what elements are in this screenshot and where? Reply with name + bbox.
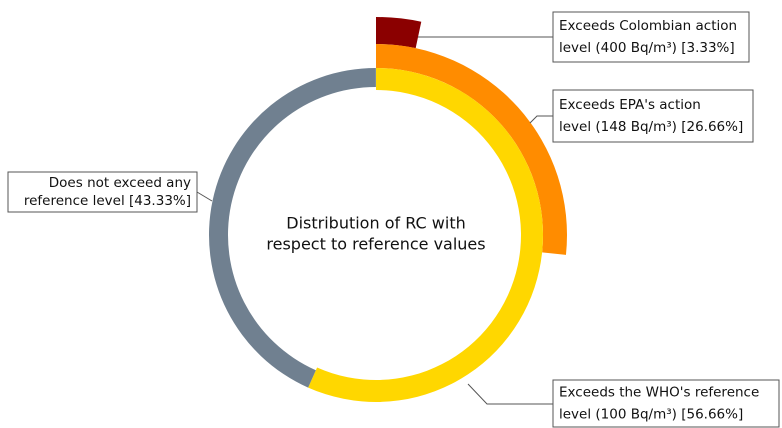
segment-label: Exceeds Colombian action xyxy=(559,18,737,34)
segment-label: level (400 Bq/m³) [3.33%] xyxy=(559,40,735,56)
label-box xyxy=(7,171,198,213)
leader-line xyxy=(529,115,553,124)
leader-line xyxy=(196,191,213,202)
label-box xyxy=(552,11,750,63)
ring-segment xyxy=(208,68,376,388)
segment-label: Does not exceed any xyxy=(49,175,191,191)
label-box xyxy=(552,379,780,428)
segment-label: Exceeds EPA's action xyxy=(559,97,701,113)
label-box xyxy=(552,89,754,143)
center-text: Distribution of RC with xyxy=(286,214,465,233)
segment-label: level (100 Bq/m³) [56.66%] xyxy=(559,407,743,423)
segment-label: level (148 Bq/m³) [26.66%] xyxy=(559,119,743,135)
segment-label: Exceeds the WHO's reference xyxy=(559,385,759,401)
center-text: respect to reference values xyxy=(266,235,485,254)
ring-segment xyxy=(376,44,567,255)
ring-segment xyxy=(376,17,422,49)
leader-line xyxy=(467,383,553,405)
segment-label: reference level [43.33%] xyxy=(24,193,191,209)
